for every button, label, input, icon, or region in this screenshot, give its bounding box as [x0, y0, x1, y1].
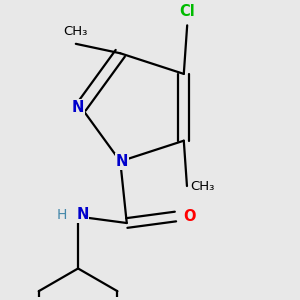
Text: CH₃: CH₃ [190, 179, 214, 193]
Text: N: N [72, 100, 84, 115]
Text: N: N [116, 154, 128, 169]
Text: CH₃: CH₃ [64, 25, 88, 38]
Text: H: H [56, 208, 67, 222]
Text: O: O [184, 209, 196, 224]
Text: Cl: Cl [179, 4, 195, 19]
Text: N: N [76, 207, 89, 222]
